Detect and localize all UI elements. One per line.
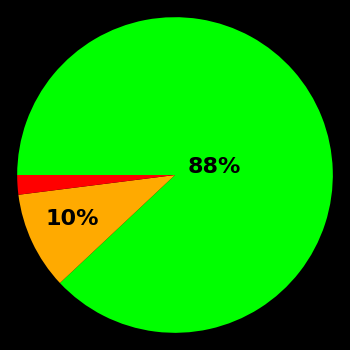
Wedge shape	[19, 175, 175, 283]
Text: 10%: 10%	[46, 209, 99, 229]
Wedge shape	[17, 17, 333, 333]
Text: 88%: 88%	[188, 157, 241, 177]
Wedge shape	[17, 175, 175, 195]
